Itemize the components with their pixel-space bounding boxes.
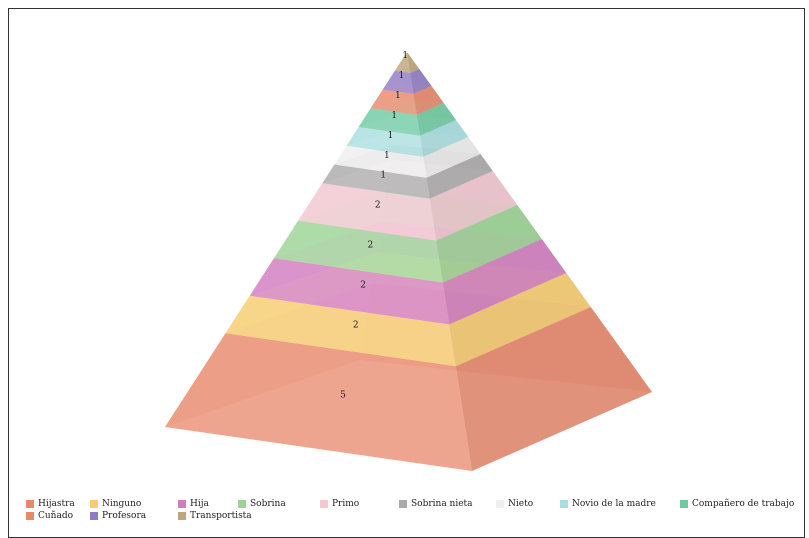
pyramid-segment-front-left [165,333,472,471]
pyramid-value-label: 5 [340,390,346,400]
legend-swatch [496,500,504,508]
legend-item: Hijastra [26,499,75,509]
legend-swatch [90,500,98,508]
pyramid-segment-front-right [416,103,456,136]
pyramid-value-label: 1 [380,171,386,181]
pyramid-segment-front-left [346,127,424,157]
legend-item: Nieto [496,499,533,509]
legend-item: Novio de la madre [560,499,656,509]
legend-item: Transportista [178,511,252,521]
pyramid-value-label: 1 [388,131,394,141]
pyramid-chart: 5 2 2 2 2 1 1 1 1 1 1 1 [165,51,652,471]
legend-item: Cuñado [26,511,73,521]
pyramid-segment-front-right [429,171,518,241]
legend-label: Hija [190,499,209,509]
pyramid-segment-front-left [322,164,430,199]
legend-item: Sobrina [238,499,286,509]
pyramid-value-label: 2 [360,281,366,291]
pyramid-segment-front-left [249,258,450,325]
legend-swatch [90,512,98,520]
legend-label: Compañero de trabajo [692,499,795,509]
pyramid-segment-front-right [423,137,481,178]
pyramid-segment-front-right [436,205,542,283]
pyramid-segment-front-left [394,52,411,73]
legend-label: Nieto [508,499,534,509]
legend-item: Sobrina nieta [399,499,473,509]
legend-swatch [680,500,688,508]
legend-item: Primo [320,499,359,509]
pyramid-value-label: 1 [384,151,390,161]
legend-label: Cuñado [38,511,74,521]
legend-item: Compañero de trabajo [680,499,794,509]
pyramid-segment-front-right [449,273,591,367]
pyramid-segment-front-left [334,145,427,178]
legend-swatch [178,500,186,508]
pyramid-segment-front-left [370,89,417,115]
pyramid-value-label: 2 [375,201,381,211]
legend-swatch [178,512,186,520]
legend-item: Ninguno [90,499,141,509]
legend-label: Transportista [190,511,252,521]
pyramid-value-label: 2 [353,320,359,330]
pyramid-segment-front-right [413,86,444,115]
pyramid-segment-front-left [358,108,420,136]
legend-label: Profesora [102,511,147,521]
pyramid-value-label: 1 [391,111,397,121]
legend-label: Hijastra [38,499,75,509]
legend-label: Novio de la madre [572,499,656,509]
legend-swatch [320,500,328,508]
pyramid-value-label: 1 [399,71,405,81]
pyramid-value-label: 1 [395,91,401,101]
legend-label: Ninguno [102,499,142,509]
pyramid-segment-front-right [455,307,652,471]
pyramid-value-label: 2 [368,241,374,251]
legend-swatch [26,500,34,508]
legend-swatch [560,500,568,508]
legend-label: Sobrina nieta [411,499,473,509]
legend-swatch [399,500,407,508]
legend-item: Profesora [90,511,146,521]
legend-label: Sobrina [250,499,286,509]
legend-swatch [26,512,34,520]
legend-label: Primo [332,499,360,509]
pyramid-segment-front-right [420,120,469,157]
legend-item: Hija [178,499,209,509]
pyramid-segment-front-right [442,239,567,325]
pyramid-segment-front-left [382,70,414,94]
pyramid-segment-front-left [273,220,443,283]
pyramid-segment-front-left [298,183,437,241]
pyramid-value-label: 1 [402,51,408,61]
pyramid-segment-front-right [426,154,493,199]
legend-swatch [238,500,246,508]
pyramid-segment-front-right [410,69,432,94]
pyramid-segment-front-left [225,295,456,367]
pyramid-segment-front-right [407,52,420,73]
